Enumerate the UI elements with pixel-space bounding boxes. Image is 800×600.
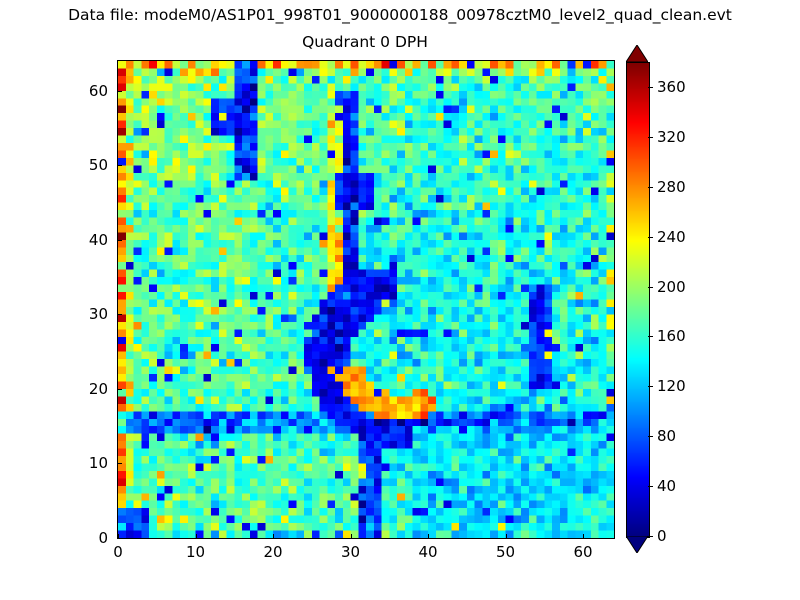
- colorbar-tick-mark: [648, 336, 653, 338]
- y-tick-mark: [118, 90, 122, 92]
- axes-title: Quadrant 0 DPH: [302, 33, 428, 51]
- x-tick-mark: [428, 534, 429, 538]
- colorbar-tick-mark: [648, 186, 653, 188]
- x-tick-mark: [273, 534, 274, 538]
- y-tick-label: 30: [88, 305, 108, 324]
- x-tick-label: 10: [185, 543, 206, 561]
- colorbar-tick-label: 80: [657, 427, 677, 446]
- x-tick-label: 40: [418, 543, 438, 561]
- y-tick-mark: [118, 538, 122, 539]
- x-tick-mark: [350, 534, 352, 538]
- x-tick-label: 30: [340, 543, 361, 561]
- colorbar-tick-label: 160: [657, 327, 686, 346]
- colorbar-tick-mark: [648, 436, 653, 438]
- y-tick-mark: [118, 314, 122, 316]
- colorbar-tick-label: 120: [657, 377, 686, 396]
- y-tick-mark: [118, 388, 122, 390]
- colorbar-tick-label: 0: [657, 527, 667, 545]
- heatmap-image: [118, 61, 614, 538]
- y-tick-mark: [118, 239, 122, 241]
- colorbar-tick-mark: [648, 286, 653, 288]
- colorbar-tick-label: 320: [657, 127, 686, 146]
- heatmap-plot-area: [117, 60, 615, 539]
- colorbar-tick-mark: [648, 86, 653, 88]
- colorbar-tick-mark: [648, 136, 653, 138]
- x-tick-mark: [195, 534, 197, 538]
- colorbar: [626, 62, 650, 538]
- x-tick-label: 50: [495, 543, 516, 561]
- colorbar-tick-label: 200: [657, 277, 686, 296]
- y-tick-label: 0: [98, 529, 108, 547]
- y-tick-label: 20: [88, 379, 108, 398]
- y-tick-mark: [118, 463, 122, 465]
- y-tick-label: 60: [88, 81, 108, 100]
- y-tick-mark: [118, 165, 122, 167]
- colorbar-tick-label: 240: [657, 227, 686, 246]
- colorbar-tick-mark: [648, 236, 653, 238]
- x-tick-label: 20: [263, 543, 283, 561]
- x-tick-mark: [505, 534, 507, 538]
- colorbar-tick-mark: [648, 486, 653, 488]
- colorbar-tick-mark: [648, 386, 653, 388]
- x-tick-label: 60: [573, 543, 593, 561]
- y-tick-label: 50: [88, 156, 108, 175]
- y-tick-label: 10: [88, 454, 108, 473]
- x-tick-label: 0: [113, 543, 123, 561]
- colorbar-tick-label: 280: [657, 177, 686, 196]
- colorbar-extend-min-arrow: [626, 536, 648, 553]
- colorbar-gradient: [627, 63, 649, 537]
- y-tick-label: 40: [88, 230, 108, 249]
- colorbar-tick-mark: [648, 536, 653, 537]
- colorbar-extend-max-arrow: [626, 45, 648, 62]
- x-tick-mark: [118, 534, 119, 538]
- x-tick-mark: [583, 534, 584, 538]
- colorbar-tick-label: 360: [657, 77, 686, 96]
- colorbar-tick-label: 40: [657, 477, 677, 496]
- figure-suptitle: Data file: modeM0/AS1P01_998T01_90000001…: [68, 6, 732, 24]
